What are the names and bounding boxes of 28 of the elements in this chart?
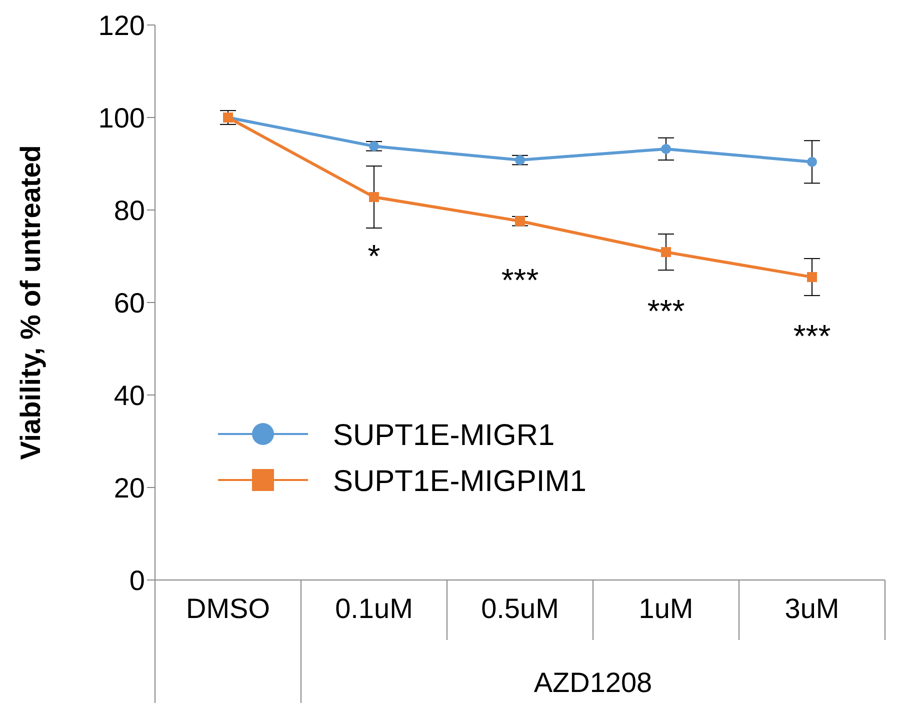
y-tick-label: 60: [114, 287, 145, 318]
point: [369, 192, 379, 202]
x-tick-label: 3uM: [784, 593, 840, 624]
y-axis-title: Viability, % of untreated: [15, 145, 46, 460]
annotation: ***: [647, 293, 685, 330]
x-axis-title: AZD1208: [534, 667, 652, 698]
x-tick-label: 1uM: [638, 593, 694, 624]
annotation: ***: [501, 262, 539, 298]
point: [369, 141, 379, 152]
annotation: ***: [793, 318, 831, 354]
legend-label: SUPT1E-MIGR1: [333, 419, 555, 452]
y-tick-label: 120: [98, 10, 145, 41]
y-tick-label: 80: [114, 194, 145, 226]
point: [515, 216, 525, 226]
y-tick-label: 20: [114, 472, 145, 504]
annotation: *: [368, 238, 380, 274]
point: [515, 155, 525, 166]
point: [661, 144, 671, 154]
y-tick-label: 100: [98, 102, 145, 134]
point: [661, 247, 671, 258]
x-tick-label: 0.1uM: [335, 593, 413, 624]
point: [807, 272, 817, 282]
x-tick-label: DMSO: [186, 593, 270, 624]
y-tick-label: 0: [129, 564, 145, 596]
legend-label: SUPT1E-MIGPIM1: [333, 465, 586, 498]
y-tick-label: 40: [114, 380, 145, 411]
x-tick-label: 0.5uM: [481, 593, 559, 624]
point: [807, 156, 817, 167]
